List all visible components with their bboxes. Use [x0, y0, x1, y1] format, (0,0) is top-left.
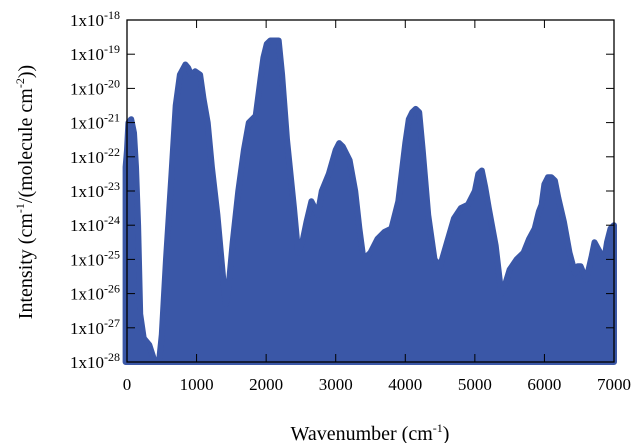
y-tick-label: 1x10-24	[70, 213, 120, 235]
axis-ticks: 0 1000 2000 3000 4000 5000 6000 7000 1x10-28 1x10…	[70, 8, 631, 394]
y-tick-label: 1x10-22	[70, 145, 120, 167]
y-tick-label: 1x10-20	[70, 76, 120, 98]
y-tick-label: 1x10-18	[70, 8, 120, 30]
x-tick-label: 1000	[180, 375, 214, 394]
x-tick-label: 2000	[249, 375, 283, 394]
spectrum-area	[122, 37, 617, 365]
y-tick-label: 1x10-23	[70, 179, 120, 201]
x-axis-label: Wavenumber (cm-1)	[291, 421, 450, 443]
spectrum-area-layer	[122, 37, 617, 365]
x-tick-label: 5000	[458, 375, 492, 394]
plot-frame	[126, 19, 615, 363]
x-tick-label: 7000	[597, 375, 631, 394]
x-tick-label: 3000	[319, 375, 353, 394]
y-tick-label: 1x10-26	[70, 282, 120, 304]
y-tick-label: 1x10-19	[70, 42, 120, 64]
y-tick-label: 1x10-21	[70, 111, 120, 133]
x-tick-label: 6000	[527, 375, 561, 394]
y-tick-label: 1x10-27	[70, 316, 120, 338]
x-tick-label: 0	[123, 375, 132, 394]
y-tick-label: 1x10-25	[70, 247, 120, 269]
y-tick-label: 1x10-28	[70, 350, 120, 372]
x-tick-label: 4000	[388, 375, 422, 394]
y-axis-label: Intensity (cm-1/(molecule cm-2))	[13, 65, 37, 319]
